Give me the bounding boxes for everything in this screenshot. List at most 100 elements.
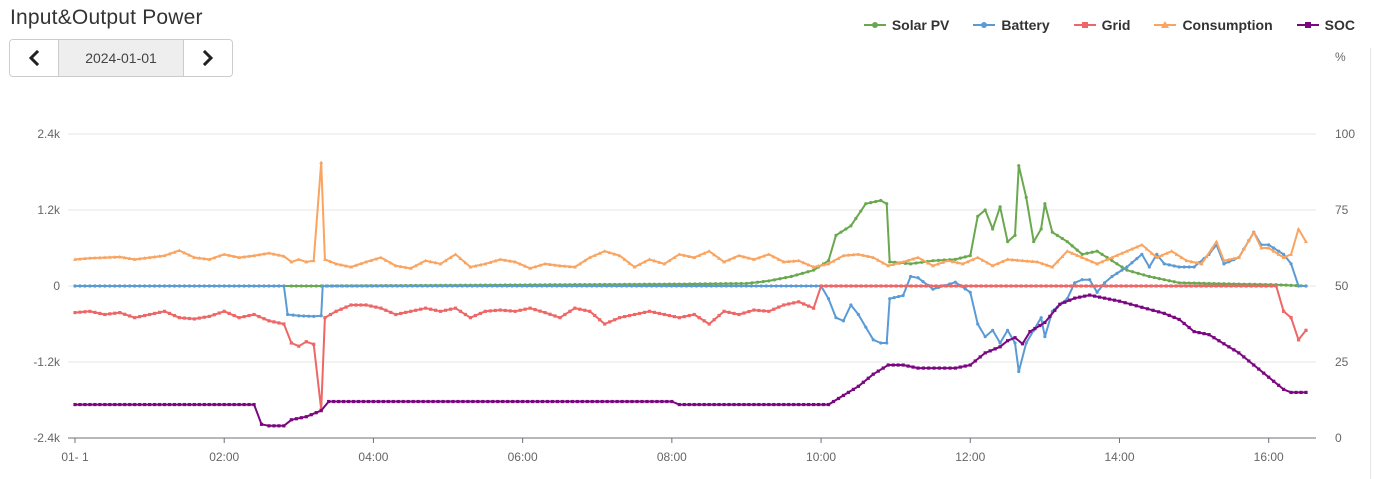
data-point-battery [103,284,107,288]
next-date-button[interactable] [184,40,232,76]
data-point-battery [645,284,649,288]
data-point-battery [1140,252,1144,256]
legend-item-solar-pv[interactable]: Solar PV [863,17,949,33]
data-point-grid [282,322,286,326]
data-point-grid [212,313,216,317]
data-point-soc [1102,296,1107,300]
data-point-soc [787,402,791,407]
data-point-soc [1162,311,1166,315]
data-point-battery [739,284,743,288]
data-point-consumption [1075,253,1080,257]
prev-date-button[interactable] [10,40,58,76]
data-point-grid [498,308,502,312]
data-point-grid [944,284,948,288]
data-point-soc [182,402,187,407]
data-point-consumption [157,254,162,258]
data-point-solar-pv [1125,268,1129,272]
data-point-solar-pv [304,284,308,288]
data-point-battery [1289,262,1293,266]
data-point-soc [366,399,371,404]
data-point-battery [520,284,524,288]
data-point-consumption [177,248,182,253]
data-point-battery [405,284,410,288]
data-point-grid [468,316,473,320]
data-point-soc [431,399,435,404]
data-point-battery [207,284,211,288]
data-point-consumption [122,255,127,260]
data-point-soc [1252,363,1256,367]
data-point-soc [575,399,579,404]
legend-item-grid[interactable]: Grid [1073,17,1130,33]
data-point-grid [1214,284,1218,288]
data-point-soc [98,402,102,407]
data-point-consumption [582,258,587,263]
data-point-battery [789,284,793,288]
data-point-consumption [1194,260,1199,265]
data-point-battery [515,284,519,288]
data-point-solar-pv [1172,280,1176,284]
data-point-soc [341,399,346,404]
data-point-consumption [702,251,707,255]
data-point-consumption [692,255,697,259]
data-point-solar-pv [968,254,972,258]
data-point-grid [297,344,301,348]
data-point-grid [103,312,107,317]
data-point-grid [632,312,637,317]
data-point-battery [1147,265,1151,269]
x-tick-label: 08:00 [657,450,687,464]
data-point-grid [1274,284,1278,288]
data-point-grid [722,309,726,313]
data-point-consumption [1159,253,1164,257]
data-point-solar-pv [744,281,749,286]
data-point-consumption [328,259,333,264]
data-point-battery [864,325,868,329]
data-point-grid [864,284,868,288]
data-point-soc [1078,295,1082,299]
legend-item-battery[interactable]: Battery [973,17,1050,33]
data-point-battery [1017,369,1021,374]
legend-item-soc[interactable]: SOC [1296,17,1355,33]
date-display[interactable]: 2024-01-01 [58,40,184,76]
data-point-battery [560,284,564,288]
data-point-battery [267,284,271,288]
data-point-grid [483,309,487,313]
data-point-battery [360,284,365,288]
data-point-consumption [712,252,717,257]
data-point-grid [1184,284,1188,288]
data-point-consumption [1296,227,1301,231]
data-point-consumption [172,250,177,254]
data-point-soc [259,422,264,426]
data-point-consumption [533,264,538,269]
data-point-soc [1068,298,1072,302]
data-point-soc [777,402,781,407]
data-point-solar-pv [849,224,853,228]
data-point-grid [1139,284,1143,288]
data-point-battery [1177,265,1181,269]
data-point-grid [1259,284,1263,288]
data-point-grid [1059,284,1063,288]
data-point-soc [580,399,584,404]
data-point-consumption [911,256,916,261]
data-point-consumption [562,264,567,268]
data-point-consumption [662,261,667,266]
data-point-consumption [1134,244,1139,249]
x-tick-label: 14:00 [1104,450,1134,464]
data-point-battery [425,284,429,288]
data-point-soc [645,399,649,404]
data-point-grid [528,306,532,310]
data-point-soc [906,364,910,368]
data-point-solar-pv [1024,195,1028,199]
data-point-consumption [438,261,443,266]
data-point-consumption [197,256,202,260]
data-point-consumption [493,258,498,263]
data-point-consumption [657,260,662,264]
data-point-consumption [602,249,607,253]
legend-item-consumption[interactable]: Consumption [1154,17,1273,33]
data-point-soc [242,402,246,407]
data-point-consumption [1259,246,1264,250]
data-point-battery [575,284,579,288]
data-point-battery [167,284,172,288]
data-point-soc [212,402,216,407]
data-point-consumption [87,256,92,260]
